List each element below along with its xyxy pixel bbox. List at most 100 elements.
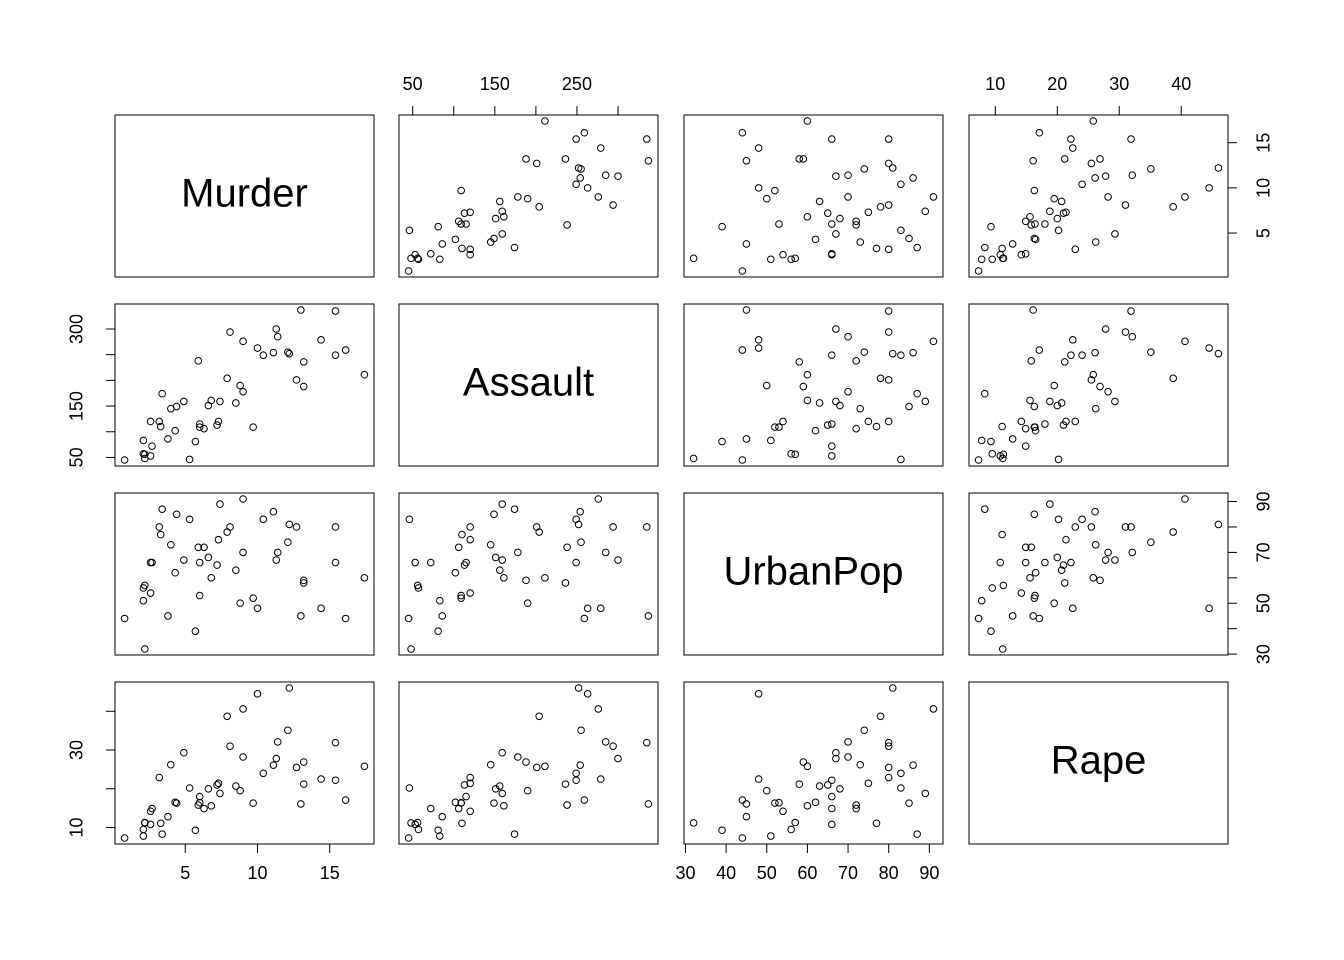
point	[832, 397, 840, 406]
point	[980, 389, 989, 398]
point	[486, 540, 495, 549]
point	[844, 738, 852, 746]
point	[980, 505, 989, 513]
point	[207, 396, 216, 405]
panel-frame	[683, 114, 944, 278]
point	[292, 523, 301, 531]
point	[884, 328, 893, 336]
point	[583, 690, 592, 698]
point	[888, 684, 897, 692]
point	[1057, 566, 1066, 574]
point	[514, 548, 522, 557]
point	[500, 802, 508, 810]
point	[909, 348, 917, 357]
point	[426, 558, 435, 567]
point	[522, 576, 530, 585]
point	[594, 193, 603, 201]
point	[223, 712, 231, 721]
point	[500, 212, 508, 221]
point	[1078, 351, 1086, 360]
point	[216, 500, 224, 508]
point	[580, 128, 589, 137]
point	[454, 804, 463, 813]
x-tick-label: 10	[247, 863, 267, 883]
point	[827, 776, 836, 785]
point	[1031, 568, 1040, 577]
point	[1181, 337, 1189, 346]
point	[1071, 523, 1080, 531]
point	[827, 250, 836, 259]
panel-frame	[398, 681, 659, 845]
point	[411, 558, 419, 567]
point	[434, 222, 442, 231]
point	[1101, 556, 1110, 564]
point	[195, 423, 204, 431]
point	[466, 773, 474, 782]
point	[1050, 194, 1058, 203]
point	[491, 553, 500, 562]
point	[876, 374, 885, 383]
point	[1121, 201, 1130, 209]
point	[1128, 332, 1137, 341]
point	[454, 217, 463, 226]
point	[436, 255, 444, 264]
point	[285, 349, 294, 358]
point	[754, 775, 763, 783]
point	[1054, 515, 1063, 524]
point	[771, 423, 779, 431]
point	[462, 558, 470, 567]
point	[139, 584, 148, 592]
point	[317, 604, 325, 613]
point	[164, 435, 172, 443]
point	[980, 243, 989, 252]
point	[491, 214, 500, 223]
point	[827, 135, 836, 143]
point	[897, 351, 905, 360]
y-tick-label: 15	[1254, 133, 1274, 153]
point	[1089, 370, 1098, 379]
point	[856, 404, 865, 413]
point	[572, 180, 580, 189]
point	[236, 599, 244, 608]
y-tick-label: 50	[1254, 593, 1274, 613]
point	[194, 543, 203, 552]
point	[1008, 435, 1017, 443]
point	[856, 760, 865, 769]
x-tick-label: 80	[879, 863, 899, 883]
x-tick-label: 15	[320, 863, 340, 883]
point	[689, 454, 698, 463]
point	[155, 417, 164, 426]
point	[791, 450, 800, 459]
point	[1181, 495, 1189, 503]
point	[457, 186, 465, 195]
point	[490, 799, 498, 807]
point	[1111, 397, 1119, 406]
point	[738, 346, 747, 354]
point	[1091, 238, 1100, 246]
point	[913, 830, 921, 838]
point	[601, 738, 610, 746]
point	[498, 748, 507, 757]
point	[977, 255, 986, 264]
point	[195, 792, 204, 801]
point	[563, 801, 571, 809]
point	[139, 596, 148, 605]
point	[574, 164, 583, 172]
point	[832, 230, 840, 238]
point	[929, 337, 938, 346]
panel-frame	[114, 303, 375, 467]
point	[754, 184, 763, 192]
point	[541, 762, 549, 771]
point	[609, 742, 617, 750]
point	[921, 789, 930, 798]
point	[239, 337, 247, 346]
point	[185, 455, 194, 464]
point	[1067, 558, 1075, 567]
point	[1059, 561, 1068, 569]
panel-frame	[968, 492, 1229, 656]
x-tick-label: 30	[675, 863, 695, 883]
point	[1031, 426, 1040, 435]
point	[803, 396, 812, 405]
point	[815, 399, 824, 407]
point	[1101, 172, 1110, 180]
